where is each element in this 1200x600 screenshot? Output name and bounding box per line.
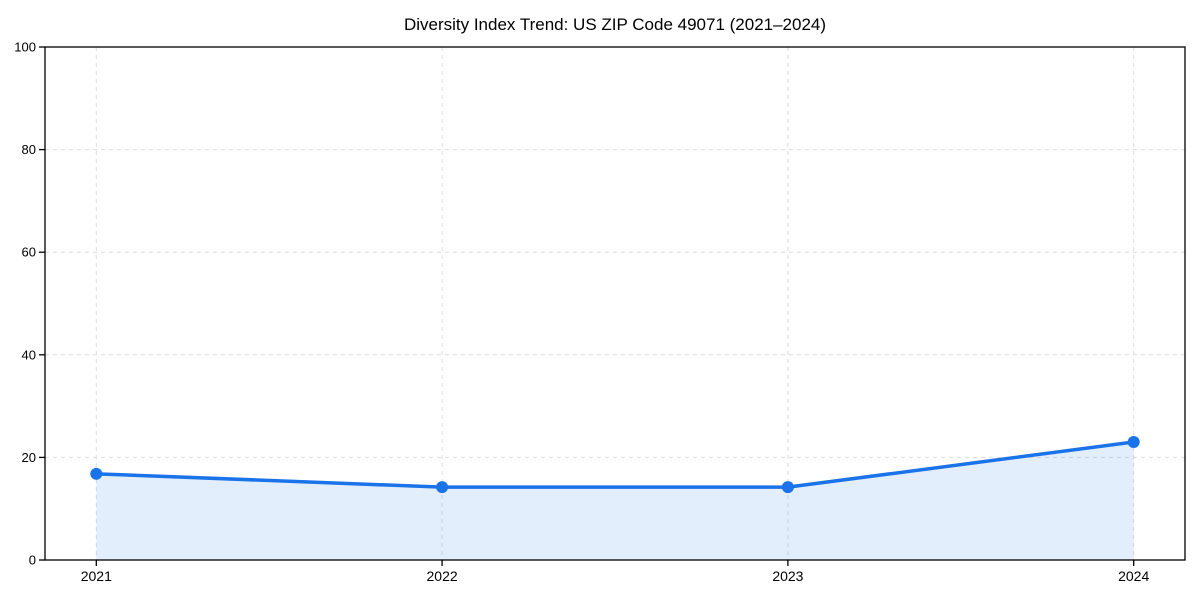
data-point xyxy=(781,481,794,494)
data-point xyxy=(436,481,449,494)
data-point xyxy=(90,467,103,480)
y-tick-labels: 0 20 40 60 80 100 xyxy=(14,40,36,568)
plot-border xyxy=(44,46,1186,561)
y-tick-label: 100 xyxy=(14,40,36,55)
x-tick-label: 2024 xyxy=(1118,568,1149,584)
tick-marks xyxy=(39,46,1135,566)
y-tick-label: 0 xyxy=(29,553,36,568)
data-point xyxy=(1127,436,1140,449)
area-fill xyxy=(96,442,1134,560)
data-points xyxy=(90,436,1140,494)
y-tick-label: 60 xyxy=(22,245,36,260)
x-tick-label: 2022 xyxy=(427,568,458,584)
y-tick-label: 80 xyxy=(22,142,36,157)
trend-line xyxy=(94,440,1136,489)
x-tick-label: 2021 xyxy=(81,568,112,584)
y-tick-label: 40 xyxy=(22,347,36,362)
y-tick-label: 20 xyxy=(22,450,36,465)
x-tick-labels: 2021 2022 2023 2024 xyxy=(81,568,1150,584)
x-tick-label: 2023 xyxy=(772,568,803,584)
plot-area: 0 20 40 60 80 100 2021 2022 2023 2024 xyxy=(14,40,1186,584)
chart-title: Diversity Index Trend: US ZIP Code 49071… xyxy=(404,15,826,34)
